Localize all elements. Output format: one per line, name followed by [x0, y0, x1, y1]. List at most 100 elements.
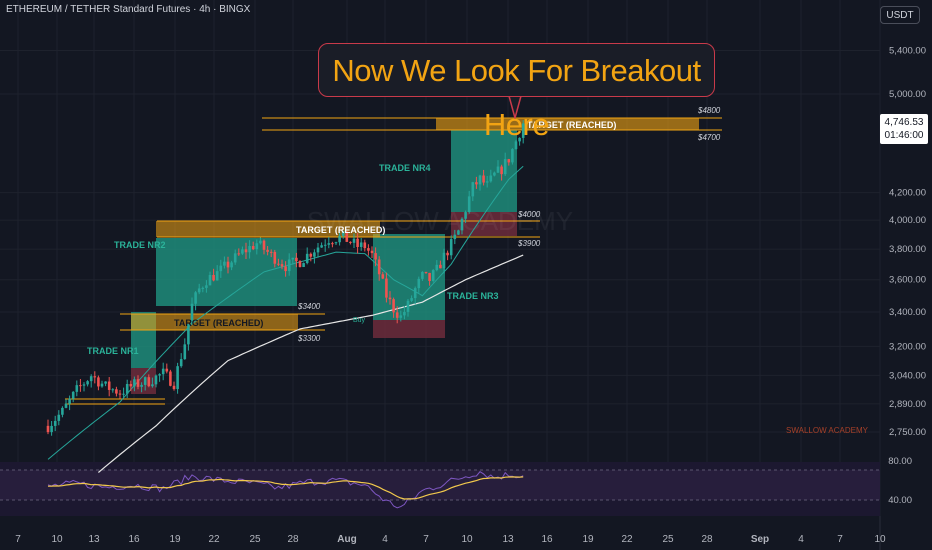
y-tick-label: 3,040.00: [889, 370, 926, 381]
candle-body: [388, 297, 392, 300]
rsi-band: [0, 470, 880, 500]
candle-body: [485, 181, 489, 183]
target-label-3: TARGET (REACHED): [527, 120, 616, 130]
candle-body: [381, 274, 385, 279]
candle-body: [223, 261, 226, 266]
current-price-tag: 4,746.53 01:46:00: [880, 114, 928, 144]
candle-body: [104, 381, 107, 384]
x-tick-label: 22: [208, 534, 220, 545]
level-lines: [65, 117, 722, 405]
candle-body: [302, 263, 305, 267]
candle-body: [410, 298, 413, 301]
candle-body: [298, 261, 302, 267]
candle-body: [453, 234, 457, 240]
x-tick-label: 4: [382, 534, 388, 545]
stop-box-3: [373, 320, 445, 338]
candle-body: [205, 285, 208, 288]
candle-body: [439, 264, 442, 269]
candle-body: [147, 377, 151, 387]
y-tick-label: 5,400.00: [889, 45, 926, 56]
candle-body: [179, 359, 183, 367]
rsi-ma-line: [48, 476, 524, 500]
candle-body: [111, 389, 115, 391]
candle-body: [291, 257, 295, 260]
y-tick-label: 4,200.00: [889, 188, 926, 199]
x-axis: 7 10 13 16 19 22 25 28 Aug 4 7 10 13 16 19 22 25 28 Sep 4 7 1…: [15, 534, 886, 545]
candle-body: [241, 249, 244, 254]
candle-body: [403, 311, 406, 316]
candle-body: [68, 398, 71, 404]
x-tick-label: 7: [837, 534, 843, 545]
candle-body: [507, 159, 511, 163]
candle-body: [161, 368, 165, 375]
candle-body: [370, 250, 374, 254]
candle-body: [219, 265, 223, 272]
candle-body: [331, 243, 334, 245]
candle-body: [197, 288, 201, 293]
x-tick-label: 4: [798, 534, 804, 545]
buy-label: Buy: [353, 317, 366, 324]
candle-body: [399, 315, 403, 318]
x-tick-label: 19: [169, 534, 181, 545]
ma-slow-line: [98, 254, 524, 473]
current-price: 4,746.53: [884, 117, 924, 128]
candle-body: [345, 231, 349, 242]
x-tick-label: 19: [582, 534, 594, 545]
x-tick-label: 28: [701, 534, 713, 545]
candle-body: [75, 385, 79, 392]
level-label-4000: $4000: [517, 210, 541, 219]
candle-body: [356, 238, 359, 247]
candle-body: [385, 278, 388, 298]
candle-body: [100, 383, 104, 387]
candle-body: [511, 149, 514, 163]
candle-body: [503, 159, 507, 175]
x-tick-label: 10: [874, 534, 886, 545]
candle-body: [122, 393, 125, 395]
x-tick-label: 7: [423, 534, 429, 545]
candle-body: [255, 243, 259, 250]
candle-body: [287, 259, 291, 272]
candle-body: [158, 374, 161, 376]
candle-body: [273, 251, 277, 264]
candle-body: [125, 383, 129, 394]
candle-body: [313, 252, 316, 257]
candle-body: [86, 381, 89, 385]
target-label-2: TARGET (REACHED): [296, 225, 385, 235]
candle-body: [151, 384, 154, 387]
candle-body: [359, 242, 363, 247]
y-tick-label: 3,600.00: [889, 275, 926, 286]
candle-body: [428, 272, 431, 282]
candle-body: [493, 172, 496, 176]
candle-body: [79, 385, 82, 387]
candle-body: [305, 253, 309, 264]
candle-body: [64, 403, 68, 408]
candle-body: [61, 407, 64, 415]
candle-body: [421, 271, 424, 279]
candle-body: [295, 257, 298, 262]
x-tick-label: 7: [15, 534, 21, 545]
candle-body: [442, 252, 446, 269]
candle-body: [413, 288, 417, 299]
candle-body: [377, 259, 381, 275]
currency-selector[interactable]: USDT: [880, 6, 920, 24]
candle-body: [140, 384, 143, 387]
candle-body: [338, 235, 341, 243]
rsi-indicator: [47, 471, 524, 509]
x-tick-label: 28: [287, 534, 299, 545]
target-zone-3: [436, 118, 699, 130]
level-label-4700: $4700: [697, 133, 721, 142]
candle-body: [489, 175, 493, 182]
candle-body: [118, 393, 122, 395]
candle-body: [327, 243, 331, 245]
candle-body: [341, 231, 345, 236]
candle-body: [471, 182, 475, 197]
candle-body: [71, 391, 75, 399]
candle-body: [262, 240, 266, 250]
candle-body: [334, 242, 338, 244]
candle-body: [194, 292, 197, 304]
rsi-tick-label: 40.00: [888, 495, 912, 506]
trade-label-3: TRADE NR3: [447, 291, 499, 301]
candle-body: [143, 377, 147, 385]
candle-body: [478, 175, 482, 185]
